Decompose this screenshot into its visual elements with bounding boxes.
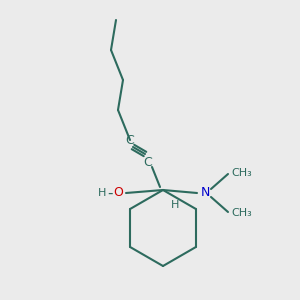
Text: -: -: [107, 185, 113, 200]
Text: C: C: [144, 157, 152, 169]
Text: CH₃: CH₃: [231, 168, 252, 178]
Text: H: H: [98, 188, 106, 198]
Text: C: C: [126, 134, 134, 146]
Text: O: O: [113, 187, 123, 200]
Text: CH₃: CH₃: [231, 208, 252, 218]
Text: H: H: [171, 200, 179, 210]
Text: N: N: [200, 187, 210, 200]
